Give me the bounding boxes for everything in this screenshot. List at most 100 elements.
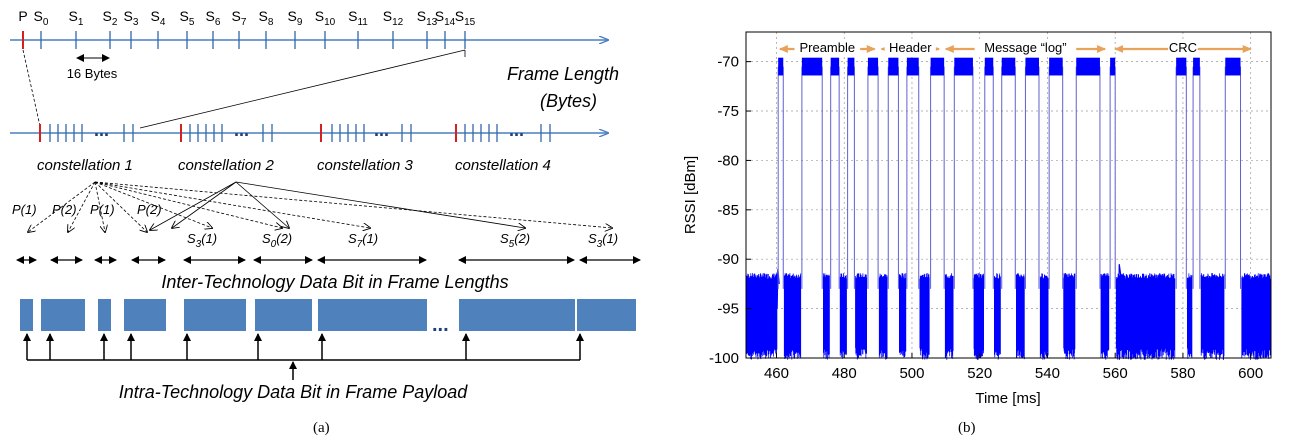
segment-annotation: CRC (1114, 40, 1252, 55)
symbol-label: S13 (417, 8, 438, 28)
plot-frame (745, 31, 1272, 359)
symbol-label: S15 (455, 8, 476, 28)
y-tick-label: -75 (717, 103, 739, 120)
constellation-ticks (49, 124, 551, 142)
segment-annotations: Preamble Header Message “log” CRC (778, 40, 1252, 55)
constellation-4-label: constellation 4 (455, 157, 551, 174)
panel-b-rssi-chart: 460 480 500 520 540 560 580 600 -70 -75 -80 -85 -90… (682, 31, 1272, 407)
frame-pulse (984, 57, 994, 289)
p-label-3: P(1) (90, 202, 115, 217)
segment-annotation: Preamble (778, 40, 876, 55)
symbol-label: S12 (383, 8, 404, 28)
symbol-label: S1 (69, 8, 84, 28)
frame-ellipsis: ... (432, 314, 449, 336)
constellation-preamble-markers (39, 124, 457, 142)
sixteen-bytes-label: 16 Bytes (67, 66, 118, 81)
p-label-4: P(2) (137, 202, 162, 217)
frame-pulse (953, 57, 974, 289)
payload-bracket (23, 333, 584, 380)
symbol-label: S0 (34, 8, 49, 28)
frame-length-label: Frame Length (507, 64, 619, 84)
frame-pulse (1175, 57, 1187, 289)
y-axis-label: RSSI [dBm] (682, 156, 699, 234)
frame-pulse (1001, 57, 1016, 289)
segment-annotation: Header (880, 40, 941, 55)
intra-technology-label: Intra-Technology Data Bit in Frame Paylo… (119, 382, 469, 402)
frame-pulse (887, 57, 899, 289)
symbol-label: S10 (315, 8, 336, 28)
symbol-label: S8 (259, 8, 274, 28)
y-tick-label: -85 (717, 202, 739, 219)
x-tick-label: 600 (1238, 365, 1263, 382)
segment-label: Message “log” (984, 40, 1066, 55)
symbol-label: P (18, 8, 27, 24)
x-tick-label: 480 (832, 365, 857, 382)
frame-pulse (1224, 57, 1242, 289)
symbol-ticks (40, 31, 466, 49)
x-tick-label: 500 (899, 365, 924, 382)
y-tick-label: -80 (717, 152, 739, 169)
symbol-label: S14 (435, 8, 456, 28)
frame-pulse (1075, 57, 1101, 289)
y-axis-ticks: -70 -75 -80 -85 -90 -95 -100 (709, 54, 751, 367)
svg-text:...: ... (374, 120, 389, 140)
p-label-2: P(2) (52, 202, 77, 217)
segment-label: Preamble (799, 40, 855, 55)
inter-technology-label: Inter-Technology Data Bit in Frame Lengt… (161, 272, 508, 292)
s-label-1: S3(1) (187, 231, 217, 250)
zoom-line-left (22, 49, 41, 127)
x-axis-label: Time [ms] (975, 390, 1040, 407)
zoom-line-right (139, 49, 466, 129)
frame-pulse (867, 57, 879, 289)
x-tick-label: 580 (1170, 365, 1195, 382)
symbol-label: S3 (124, 8, 139, 28)
frame-pulse (847, 57, 855, 289)
constellation-1-label: constellation 1 (37, 157, 133, 174)
frame-length-unit: (Bytes) (540, 91, 597, 111)
symbol-label: S11 (348, 8, 368, 28)
svg-text:...: ... (94, 120, 109, 140)
symbol-label: S6 (206, 8, 221, 28)
x-tick-label: 540 (1035, 365, 1060, 382)
symbol-label: S7 (232, 8, 247, 28)
segment-annotation: Message “log” (944, 40, 1107, 55)
plot-area (746, 32, 1271, 358)
x-axis-ticks: 460 480 500 520 540 560 580 600 (764, 353, 1263, 382)
y-tick-label: -70 (717, 54, 739, 71)
constellation-3-label: constellation 3 (317, 157, 414, 174)
frame-pulse (830, 57, 840, 289)
caption-b: (b) (958, 420, 976, 436)
y-tick-label: -100 (709, 350, 739, 367)
y-tick-label: -95 (717, 301, 739, 318)
frame-pulse (930, 57, 945, 289)
frame-pulse (1048, 57, 1064, 289)
symbol-label: S5 (180, 8, 195, 28)
frame-pulse (1109, 57, 1116, 289)
s-label-3: S7(1) (348, 231, 378, 250)
segment-label: CRC (1169, 40, 1197, 55)
constellation-1-mapping-arrows (28, 181, 612, 232)
y-tick-label: -90 (717, 251, 739, 268)
frame-pulse (906, 57, 920, 289)
frame-pulse (1024, 57, 1040, 289)
symbol-label: S2 (103, 8, 118, 28)
constellation-labels: constellation 1 constellation 2 constell… (37, 157, 551, 174)
frame-pulse (801, 57, 823, 289)
s-label-2: S0(2) (262, 231, 292, 250)
x-tick-label: 460 (764, 365, 789, 382)
ellipsis-group: ... ... ... ... (94, 120, 524, 140)
segment-label: Header (889, 40, 932, 55)
caption-a: (a) (313, 420, 330, 436)
constellation-2-mapping-arrows (150, 181, 525, 230)
symbol-label: S9 (288, 8, 303, 28)
rssi-frame-pulses (777, 57, 1242, 289)
frame-blocks (20, 299, 636, 331)
s-label-4: S5(2) (500, 231, 530, 250)
frame-pulse (1192, 57, 1201, 289)
x-tick-label: 560 (1103, 365, 1128, 382)
s-label-5: S3(1) (588, 231, 618, 250)
svg-text:...: ... (234, 120, 249, 140)
symbol-label: S4 (151, 8, 166, 28)
